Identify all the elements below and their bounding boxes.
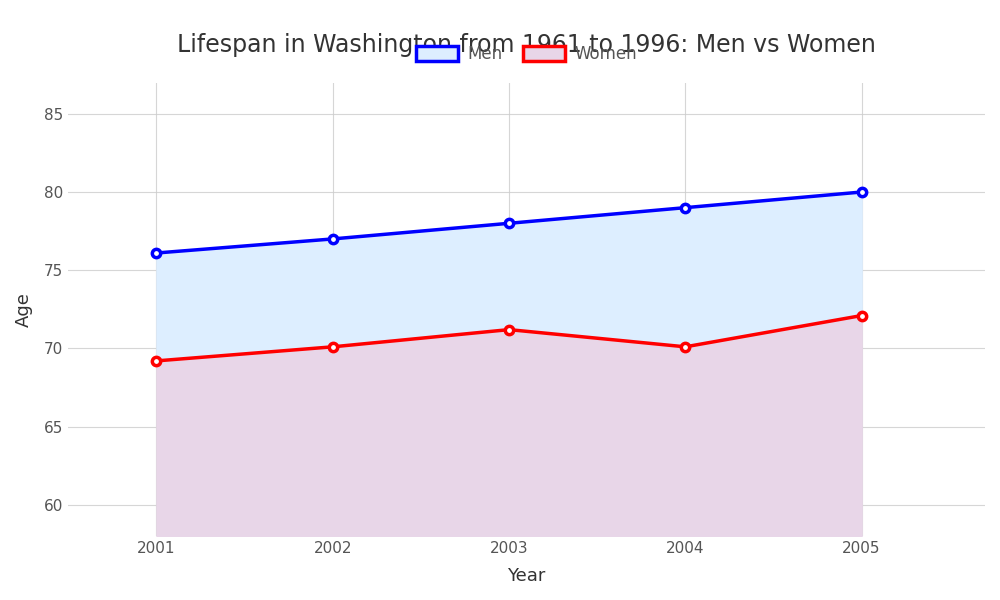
Y-axis label: Age: Age: [15, 292, 33, 327]
Legend: Men, Women: Men, Women: [409, 39, 644, 70]
X-axis label: Year: Year: [507, 567, 546, 585]
Title: Lifespan in Washington from 1961 to 1996: Men vs Women: Lifespan in Washington from 1961 to 1996…: [177, 33, 876, 57]
